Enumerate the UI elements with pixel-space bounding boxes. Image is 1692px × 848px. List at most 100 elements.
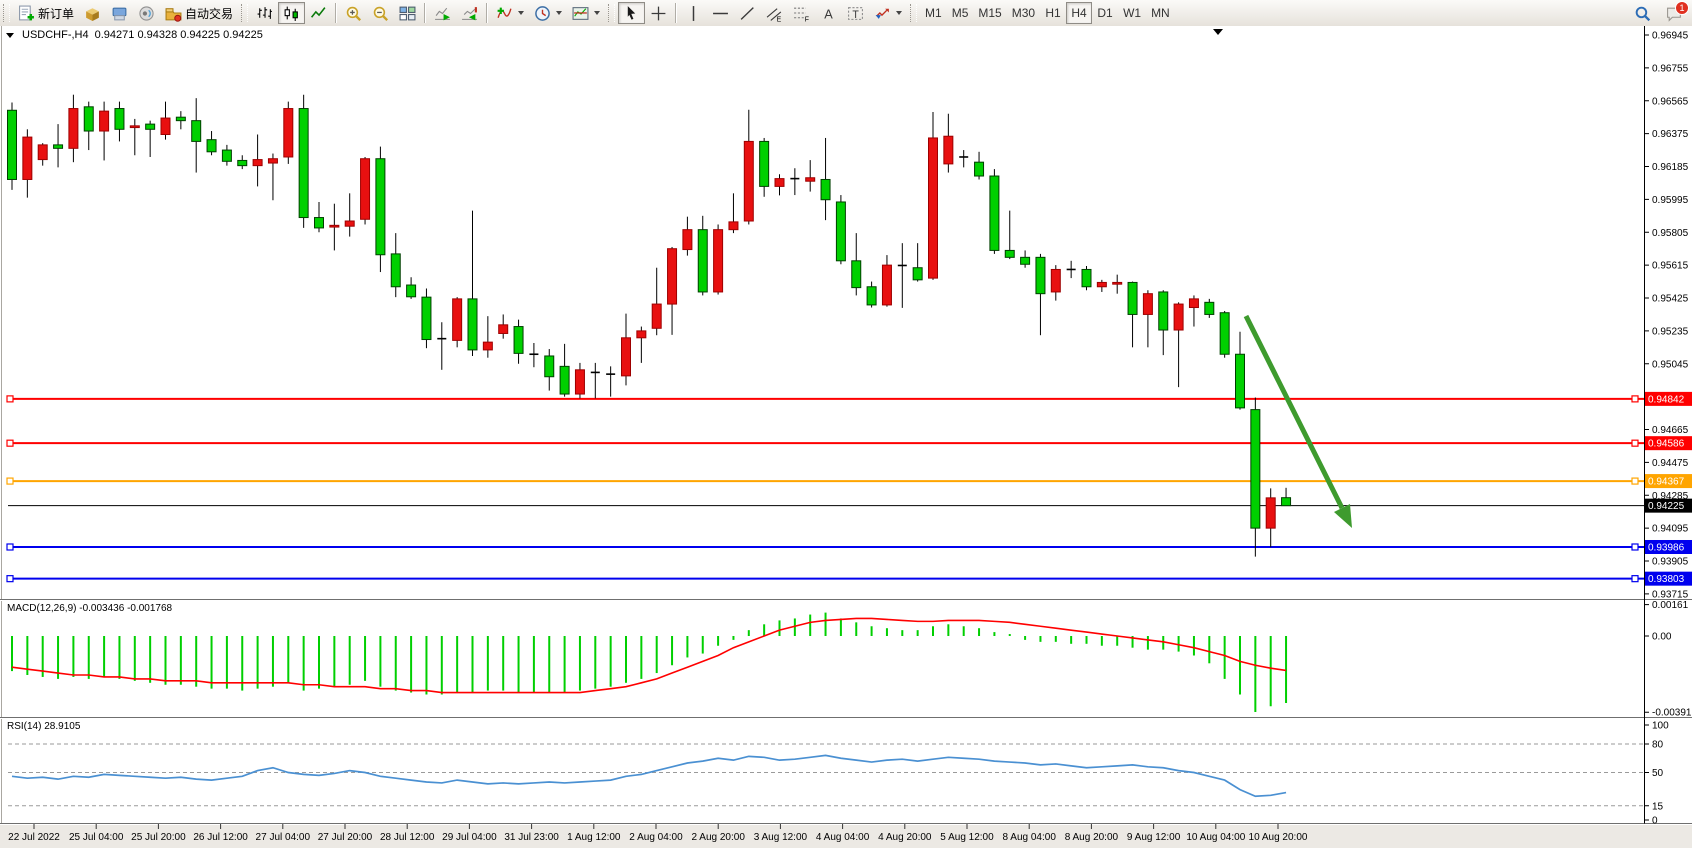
equidistant-channel-button[interactable]: E [761, 2, 788, 24]
vertical-line-button[interactable] [680, 2, 707, 24]
symbol-dropdown-icon[interactable] [6, 32, 14, 38]
rsi-line [11, 754, 1287, 798]
svg-text:25 Jul 04:00: 25 Jul 04:00 [69, 832, 124, 843]
panel-separator-macd-rsi[interactable] [0, 717, 1692, 719]
svg-text:0.96185: 0.96185 [1652, 162, 1689, 173]
history-center-icon [84, 5, 101, 22]
terminal-button[interactable] [106, 2, 133, 24]
timeframe-button-H1[interactable]: H1 [1040, 2, 1066, 24]
toolbar-grip[interactable] [910, 4, 918, 22]
svg-text:0: 0 [1652, 816, 1658, 827]
cursor-button[interactable] [618, 2, 646, 24]
svg-text:8 Aug 20:00: 8 Aug 20:00 [1065, 832, 1119, 843]
text-label-icon: T [847, 5, 864, 22]
text-icon: A [820, 5, 837, 22]
svg-text:0.96375: 0.96375 [1652, 129, 1689, 140]
trendline-button[interactable] [734, 2, 761, 24]
horizontal-lines[interactable] [6, 395, 1644, 583]
macd-signal-line [11, 617, 1287, 694]
crosshair-button[interactable] [645, 2, 672, 24]
clock-icon [534, 5, 551, 22]
zoom-out-button[interactable] [367, 2, 394, 24]
news-sound-button[interactable] [133, 2, 160, 24]
svg-text:0.94367: 0.94367 [1648, 477, 1685, 488]
svg-text:0.95045: 0.95045 [1652, 359, 1689, 370]
chart-shift-marker[interactable] [1213, 29, 1223, 35]
svg-text:0.95425: 0.95425 [1652, 294, 1689, 305]
line-chart-icon [310, 5, 327, 22]
auto-scroll-button[interactable] [429, 2, 456, 24]
toolbar-grip[interactable] [3, 4, 10, 22]
line-chart-button[interactable] [305, 2, 332, 24]
svg-text:27 Jul 04:00: 27 Jul 04:00 [256, 832, 311, 843]
hline-0.94367[interactable] [6, 477, 1644, 485]
tile-windows-button[interactable] [394, 2, 421, 24]
candlestick-series [7, 94, 1292, 557]
history-center-button[interactable] [79, 2, 106, 24]
svg-text:0.94475: 0.94475 [1652, 458, 1689, 469]
autotrading-label: 自动交易 [185, 6, 234, 21]
svg-text:0.96565: 0.96565 [1652, 96, 1689, 107]
svg-text:0.93803: 0.93803 [1648, 574, 1685, 585]
toolbar-grip[interactable] [241, 4, 249, 22]
hline-0.93803[interactable] [6, 575, 1644, 583]
time-axis: 22 Jul 2022 25 Jul 04:00 25 Jul 20:00 26 Ju… [8, 824, 1308, 843]
price-chart[interactable]: 0.96945 0.96755 0.96565 0.96375 0.96185 0.959… [0, 26, 1692, 848]
horizontal-line-button[interactable] [707, 2, 734, 24]
new-order-icon [18, 5, 35, 22]
svg-text:15: 15 [1652, 801, 1664, 812]
svg-text:8 Aug 04:00: 8 Aug 04:00 [1003, 832, 1057, 843]
svg-text:9 Aug 12:00: 9 Aug 12:00 [1127, 832, 1181, 843]
hline-0.94586[interactable] [6, 439, 1644, 447]
svg-text:0.94225: 0.94225 [1648, 501, 1685, 512]
svg-text:0.95995: 0.95995 [1652, 195, 1689, 206]
new-order-button[interactable]: 新订单 [13, 2, 79, 24]
periods-button[interactable] [529, 2, 567, 24]
svg-text:50: 50 [1652, 768, 1664, 779]
notifications-button[interactable]: 1 [1660, 0, 1689, 24]
timeframe-button-D1[interactable]: D1 [1092, 2, 1118, 24]
timeframe-button-M5[interactable]: M5 [947, 2, 974, 24]
toolbar-grip[interactable] [608, 4, 616, 22]
timeframe-button-M1[interactable]: M1 [920, 2, 947, 24]
zoom-in-button[interactable] [340, 2, 367, 24]
arrows-button[interactable] [869, 2, 907, 24]
search-button[interactable] [1629, 2, 1656, 24]
fibonacci-button[interactable]: F [788, 2, 815, 24]
hline-0.94842[interactable] [6, 395, 1644, 403]
timeframe-button-M30[interactable]: M30 [1007, 2, 1040, 24]
notification-badge: 1 [1675, 0, 1689, 15]
svg-text:0.00: 0.00 [1652, 632, 1672, 643]
hline-0.93986[interactable] [6, 543, 1644, 551]
toolbar-right-group: 1 [1629, 0, 1689, 26]
search-icon [1634, 5, 1651, 22]
svg-text:1 Aug 12:00: 1 Aug 12:00 [567, 832, 621, 843]
bar-chart-button[interactable] [251, 2, 278, 24]
svg-text:0.95615: 0.95615 [1652, 261, 1689, 272]
timeframe-button-M15[interactable]: M15 [973, 2, 1006, 24]
panel-separator-main-macd[interactable] [0, 599, 1692, 601]
timeframe-button-W1[interactable]: W1 [1118, 2, 1146, 24]
chart-shift-button[interactable] [456, 2, 483, 24]
svg-text:10 Aug 04:00: 10 Aug 04:00 [1186, 832, 1245, 843]
price-badges: 0.94842 0.94586 0.94367 0.94225 0.93986 0.938… [1645, 391, 1692, 586]
trend-arrow-annotation[interactable] [1243, 314, 1352, 528]
chart-area[interactable]: 0.96945 0.96755 0.96565 0.96375 0.96185 0.959… [0, 26, 1692, 848]
fibonacci-icon: F [793, 5, 810, 22]
timeframe-button-MN[interactable]: MN [1146, 2, 1175, 24]
autotrading-button[interactable]: 自动交易 [160, 2, 238, 24]
timeframe-button-H4[interactable]: H4 [1066, 2, 1093, 24]
chevron-down-icon [518, 11, 525, 15]
svg-text:27 Jul 20:00: 27 Jul 20:00 [318, 832, 373, 843]
horizontal-line-icon [712, 5, 729, 22]
zoom-out-icon [372, 5, 389, 22]
svg-text:0.94842: 0.94842 [1648, 394, 1685, 405]
template-icon [572, 5, 589, 22]
text-label-button[interactable]: T [842, 2, 869, 24]
text-button[interactable]: A [815, 2, 842, 24]
templates-button[interactable] [567, 2, 605, 24]
indicators-icon [496, 5, 513, 22]
panel-separator-rsi-bottom[interactable] [0, 823, 1692, 825]
indicators-button[interactable] [491, 2, 529, 24]
candlestick-chart-button[interactable] [278, 2, 306, 24]
